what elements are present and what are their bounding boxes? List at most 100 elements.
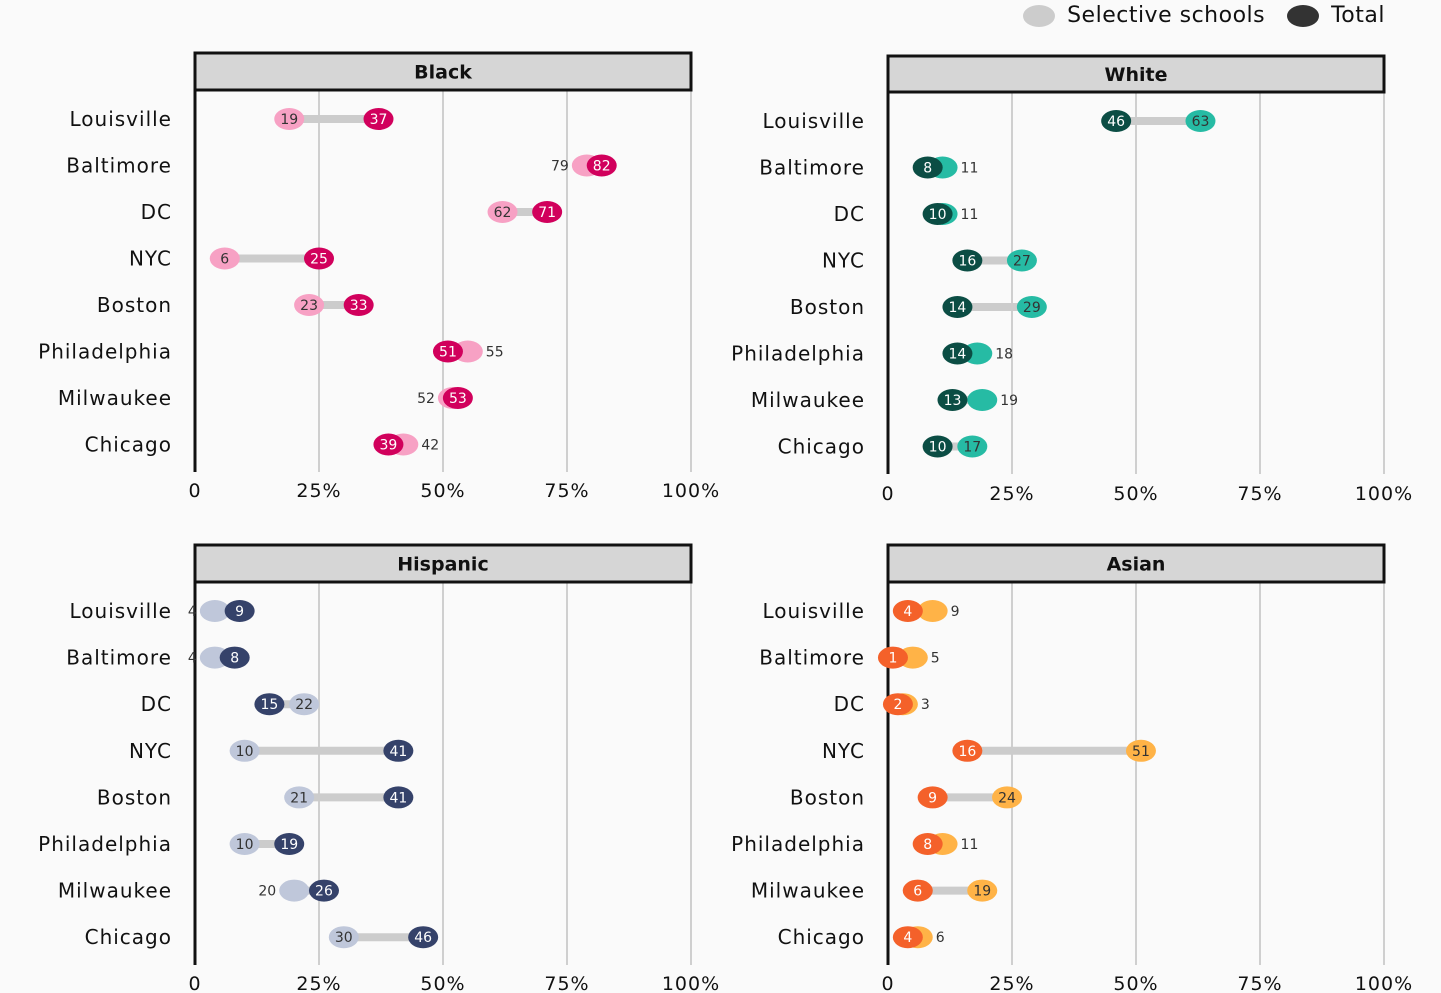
x-tick-label: 25% bbox=[296, 973, 341, 993]
data-label-selective: 27 bbox=[1013, 254, 1031, 270]
data-label-selective: 24 bbox=[998, 790, 1016, 806]
point-total bbox=[432, 340, 463, 363]
category-label: Chicago bbox=[778, 435, 865, 459]
category-label: Boston bbox=[790, 785, 865, 809]
point-total bbox=[442, 387, 473, 409]
point-total bbox=[304, 247, 334, 270]
point-selective bbox=[1006, 249, 1037, 272]
point-selective bbox=[284, 786, 315, 809]
category-label: Philadelphia bbox=[38, 832, 172, 856]
category-label: Philadelphia bbox=[38, 340, 172, 364]
panel-title-box bbox=[193, 543, 693, 584]
data-label-selective: 10 bbox=[236, 744, 254, 760]
data-label-selective: 19 bbox=[1000, 393, 1018, 409]
panel-title: Black bbox=[414, 62, 472, 84]
data-label-selective: 3 bbox=[921, 697, 930, 713]
point-total bbox=[877, 646, 908, 669]
category-label: Baltimore bbox=[66, 646, 172, 670]
data-label-total: 19 bbox=[280, 837, 298, 853]
x-tick-label: 75% bbox=[544, 973, 589, 993]
panel-title: Asian bbox=[1107, 554, 1166, 576]
category-label: Milwaukee bbox=[58, 879, 172, 903]
data-label-total: 8 bbox=[923, 161, 932, 177]
category-label: Baltimore bbox=[759, 156, 865, 180]
data-label-selective: 5 bbox=[931, 651, 940, 667]
data-label-total: 71 bbox=[538, 205, 556, 221]
x-tick-label: 75% bbox=[1237, 483, 1282, 505]
category-label: Philadelphia bbox=[731, 342, 865, 366]
point-total bbox=[892, 600, 923, 622]
data-label-total: 1 bbox=[888, 651, 897, 667]
data-label-selective: 18 bbox=[995, 347, 1013, 363]
point-total bbox=[308, 879, 339, 902]
point-total bbox=[952, 249, 983, 272]
x-tick-label: 0 bbox=[881, 973, 894, 993]
category-label: Boston bbox=[97, 785, 172, 809]
x-tick-label: 100% bbox=[662, 480, 720, 502]
x-tick-label: 100% bbox=[1355, 973, 1413, 993]
legend-item-total[interactable]: Total bbox=[1287, 3, 1385, 28]
category-label: NYC bbox=[822, 249, 865, 273]
point-total bbox=[373, 433, 404, 456]
point-total bbox=[942, 296, 973, 318]
point-total bbox=[343, 294, 374, 316]
data-label-selective: 11 bbox=[961, 207, 979, 223]
category-label: Philadelphia bbox=[731, 832, 865, 856]
point-total bbox=[882, 693, 913, 716]
point-total bbox=[383, 739, 414, 762]
panel-hispanic: Hispanic 0 25% 50% 75% 100% Louisville 9 4 Baltim… bbox=[38, 543, 719, 993]
data-label-selective: 4 bbox=[188, 604, 197, 620]
category-label: Baltimore bbox=[66, 154, 172, 178]
legend-label-total: Total bbox=[1331, 3, 1385, 28]
x-tick-label: 100% bbox=[1355, 483, 1413, 505]
x-tick-label: 25% bbox=[296, 480, 341, 502]
point-total bbox=[912, 833, 943, 855]
data-label-selective: 21 bbox=[290, 790, 308, 806]
data-label-selective: 29 bbox=[1023, 300, 1041, 316]
point-selective bbox=[289, 693, 320, 716]
category-label: NYC bbox=[822, 739, 865, 763]
data-label-selective: 51 bbox=[1132, 744, 1150, 760]
panel-title-box bbox=[886, 54, 1386, 94]
data-label-total: 15 bbox=[260, 697, 278, 713]
point-total bbox=[917, 786, 948, 809]
data-label-total: 39 bbox=[380, 438, 398, 454]
x-tick-label: 0 bbox=[881, 483, 894, 505]
category-label: NYC bbox=[129, 247, 172, 271]
data-label-total: 41 bbox=[389, 744, 407, 760]
point-selective bbox=[917, 600, 948, 622]
category-label: Baltimore bbox=[759, 646, 865, 670]
category-label: NYC bbox=[129, 739, 172, 763]
data-label-total: 53 bbox=[449, 391, 467, 407]
category-label: Louisville bbox=[763, 599, 866, 623]
point-selective bbox=[967, 389, 998, 411]
data-label-total: 10 bbox=[929, 207, 947, 223]
data-label-total: 51 bbox=[439, 345, 457, 361]
category-label: Milwaukee bbox=[58, 386, 172, 410]
point-total bbox=[274, 833, 305, 855]
legend: Selective schools Total bbox=[1023, 3, 1385, 28]
data-label-total: 9 bbox=[235, 604, 244, 620]
data-label-total: 4 bbox=[903, 604, 912, 620]
data-label-selective: 79 bbox=[551, 159, 569, 175]
point-total bbox=[363, 108, 394, 130]
data-label-total: 33 bbox=[350, 298, 368, 314]
category-label: Chicago bbox=[85, 925, 172, 949]
data-label-selective: 9 bbox=[951, 604, 960, 620]
data-label-selective: 6 bbox=[936, 930, 945, 946]
data-label-selective: 22 bbox=[295, 697, 313, 713]
category-label: Chicago bbox=[778, 925, 865, 949]
point-total bbox=[937, 389, 968, 411]
x-tick-label: 25% bbox=[989, 483, 1034, 505]
x-tick-label: 50% bbox=[420, 480, 465, 502]
panel-title: Hispanic bbox=[397, 554, 488, 576]
data-label-total: 25 bbox=[310, 252, 328, 268]
data-label-total: 9 bbox=[928, 790, 937, 806]
data-label-selective: 17 bbox=[963, 440, 981, 456]
x-tick-label: 50% bbox=[420, 973, 465, 993]
legend-item-selective[interactable]: Selective schools bbox=[1023, 3, 1265, 28]
category-label: Chicago bbox=[85, 433, 172, 457]
data-label-selective: 4 bbox=[188, 651, 197, 667]
data-label-total: 26 bbox=[315, 884, 333, 900]
